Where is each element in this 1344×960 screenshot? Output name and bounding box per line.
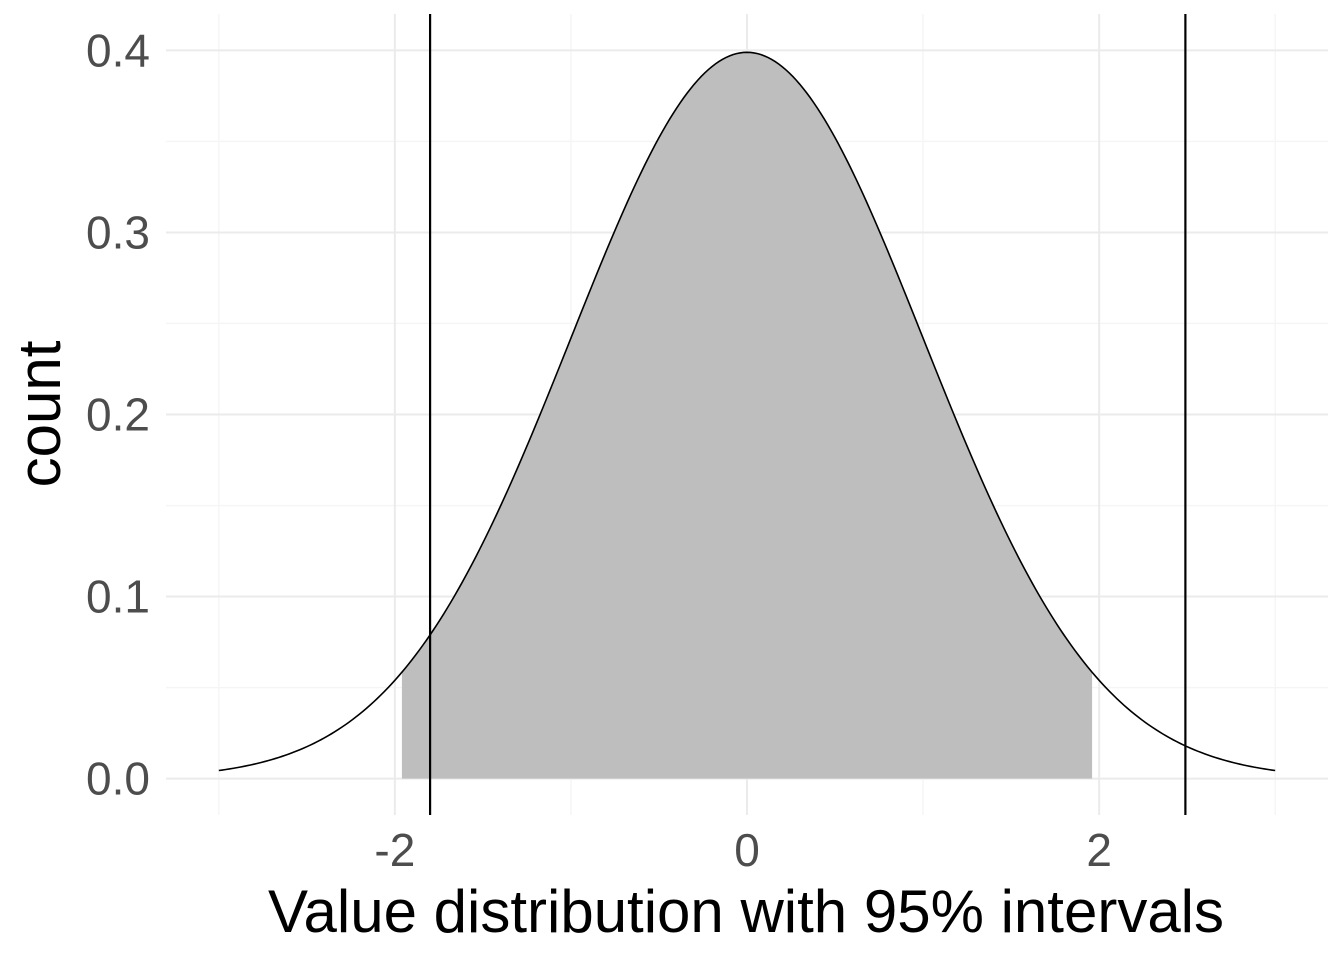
y-tick-label: 0.1 (86, 571, 150, 623)
vertical-lines-layer (428, 14, 1187, 815)
x-tick-label: 2 (1086, 824, 1112, 876)
y-tick-label: 0.0 (86, 753, 150, 805)
y-tick-label: 0.2 (86, 389, 150, 441)
x-tick-label: -2 (374, 824, 415, 876)
shaded-area-layer (401, 52, 1093, 779)
x-axis-title: Value distribution with 95% intervals (268, 878, 1224, 945)
y-axis-ticks: 0.0 0.1 0.2 0.3 0.4 (86, 24, 150, 804)
y-axis-title: count (6, 340, 73, 487)
density-curve-layer (218, 51, 1276, 772)
shaded-interval-area (401, 52, 1093, 779)
x-axis-ticks: -2 0 2 (374, 824, 1111, 876)
x-tick-label: 0 (734, 824, 760, 876)
density-curve (218, 51, 1276, 772)
y-tick-label: 0.4 (86, 24, 150, 76)
y-tick-label: 0.3 (86, 206, 150, 258)
